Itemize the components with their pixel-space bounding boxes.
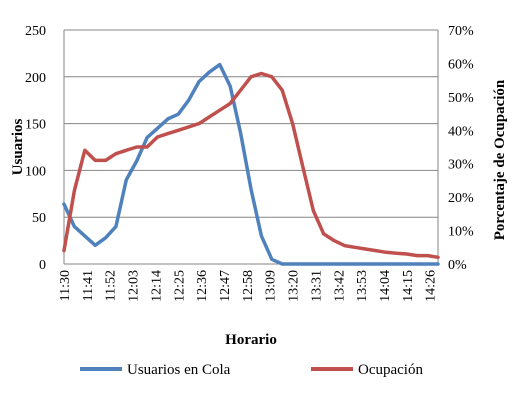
y-tick-label: 250 [25,24,46,39]
legend: Usuarios en Cola Ocupación [80,362,423,378]
y-tick-label: 0 [39,258,46,273]
y-tick-label: 50 [32,211,46,226]
x-tick-label: 11:52 [104,270,119,301]
x-tick-label: 12:47 [218,270,233,302]
x-axis-tick-labels: 11:30 11:41 11:52 12:03 12:14 12:25 12:36 12:47… [58,270,439,302]
x-tick-label: 13:09 [264,270,279,302]
y-axis-title: Usuarios [10,119,26,176]
x-axis-title: Horario [225,332,277,348]
x-tick-label: 12:03 [127,270,142,302]
x-tick-label: 11:41 [81,270,96,301]
y2-tick-label: 0% [448,258,467,273]
legend-label: Ocupación [358,362,423,378]
y2-tick-label: 30% [448,158,474,173]
y-tick-label: 200 [25,71,46,86]
x-tick-label: 13:42 [332,270,347,302]
axes [63,30,439,265]
y2-axis-tick-labels: 0% 10% 20% 30% 40% 50% 60% 70% [448,24,474,273]
y2-tick-label: 70% [448,24,474,39]
y-tick-label: 150 [25,118,46,133]
y-axis-tick-labels: 0 50 100 150 200 250 [25,24,46,273]
y-tick-label: 100 [25,164,46,179]
y2-tick-label: 20% [448,191,474,206]
x-tick-label: 12:36 [195,270,210,302]
x-tick-label: 12:58 [241,270,256,302]
x-tick-label: 13:20 [287,270,302,302]
legend-label: Usuarios en Cola [127,362,231,378]
x-tick-label: 12:14 [149,270,164,302]
x-tick-label: 14:26 [424,270,439,302]
y2-tick-label: 40% [448,124,474,139]
series-lines [62,62,440,266]
x-tick-label: 12:25 [172,270,187,302]
axis-titles: Horario Usuarios Porcentaje de Ocupación [10,79,508,348]
x-tick-label: 13:31 [309,270,324,302]
y2-tick-label: 10% [448,225,474,240]
y2-tick-label: 60% [448,57,474,72]
series-line-2 [62,71,440,260]
series-line-1 [62,62,440,266]
x-tick-label: 11:30 [58,270,73,301]
x-tick-label: 14:15 [401,270,416,302]
x-tick-label: 13:53 [355,270,370,302]
x-tick-label: 14:04 [378,270,393,302]
y2-axis-title: Porcentaje de Ocupación [492,79,508,240]
y2-tick-label: 50% [448,91,474,106]
gridlines [64,29,438,265]
